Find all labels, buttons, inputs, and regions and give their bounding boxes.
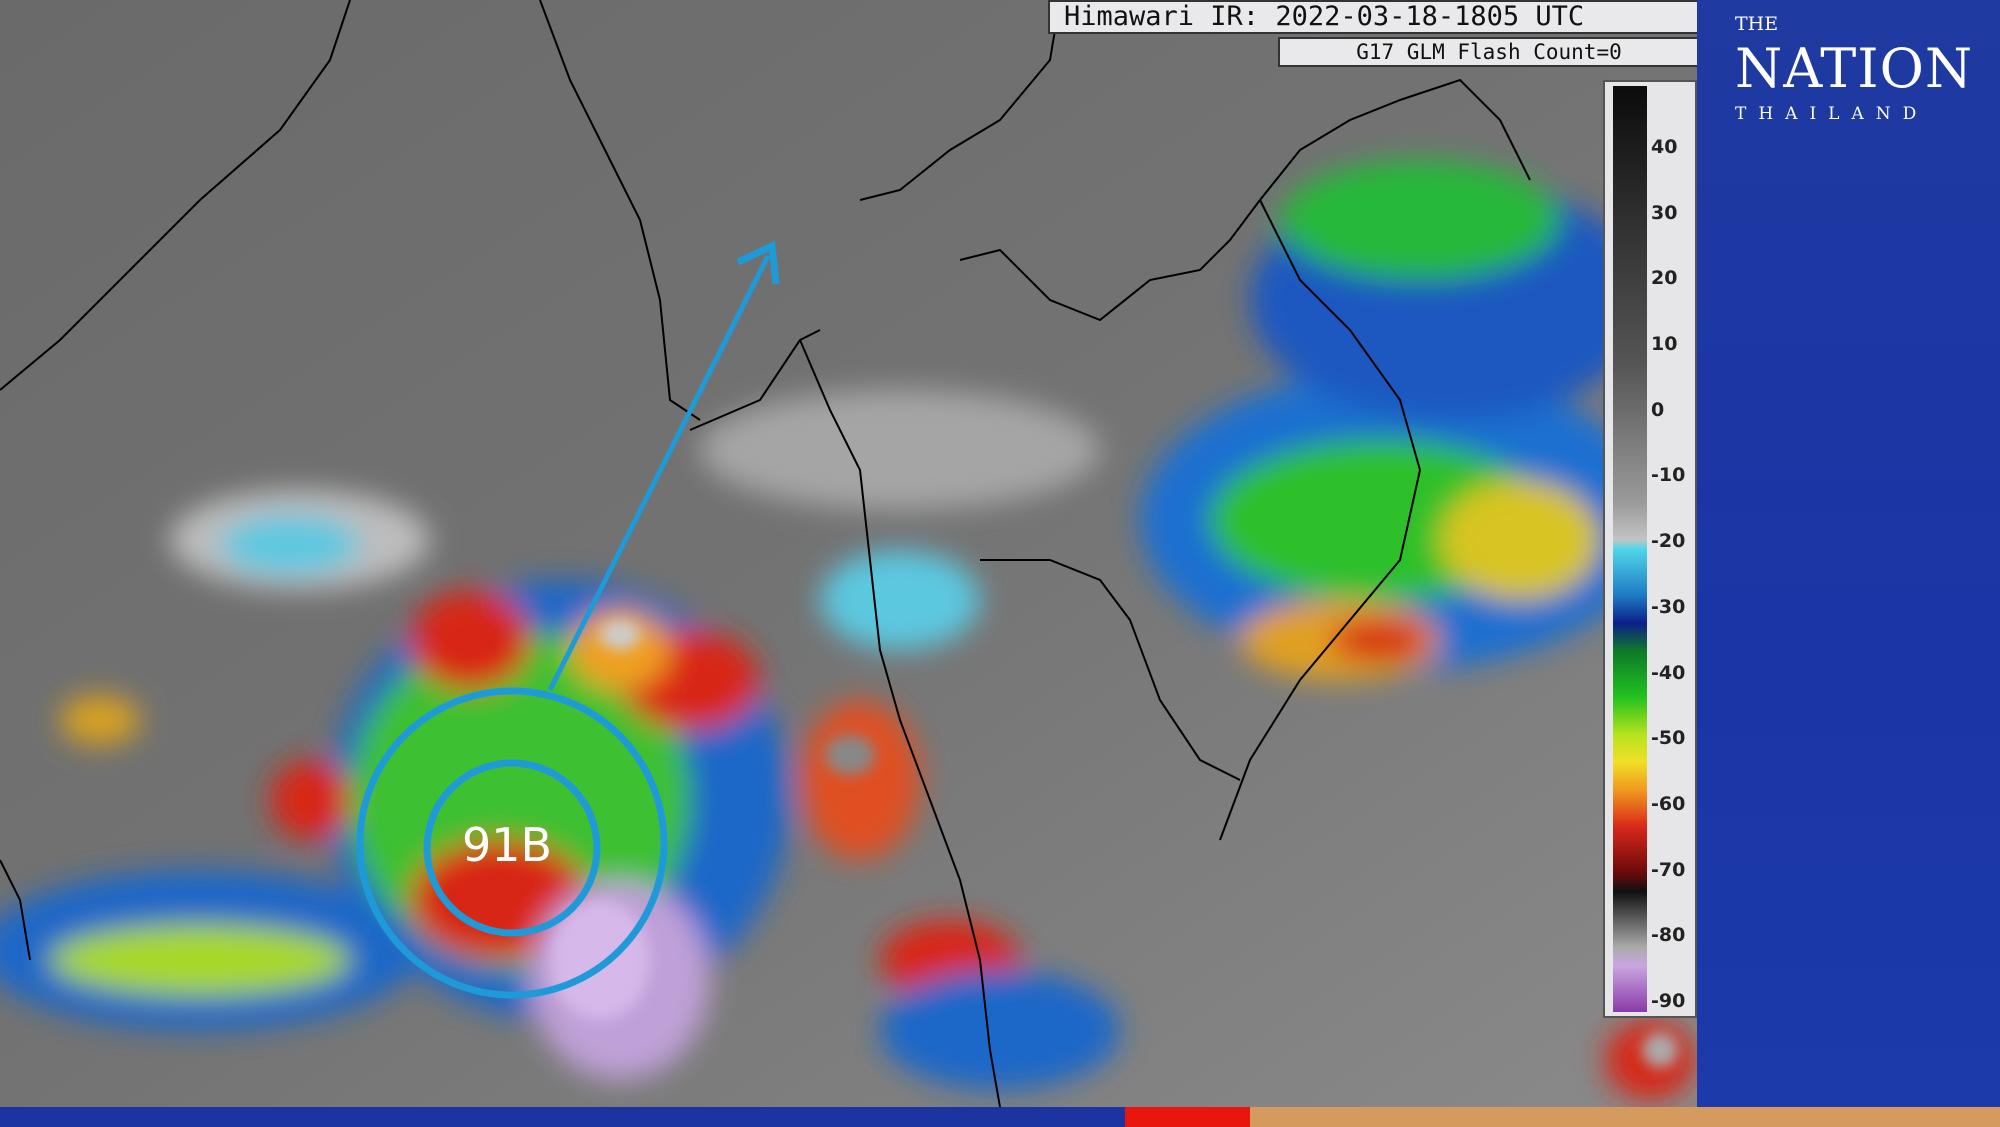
storm-outer-circle: [356, 687, 668, 999]
footer-bar-red: [1125, 1107, 1250, 1127]
storm-inner-circle: [423, 759, 601, 937]
colorbar-tick: -40: [1651, 662, 1686, 684]
colorbar-tick: -90: [1651, 990, 1686, 1012]
colorbar-tick: 30: [1651, 202, 1678, 224]
satellite-ir-map: [0, 0, 1697, 1107]
colorbar-strip: [1613, 86, 1647, 1012]
temperature-colorbar: 40 30 20 10 0 -10 -20 -30 -40 -50 -60 -7…: [1603, 80, 1697, 1018]
image-title: Himawari IR: 2022-03-18-1805 UTC: [1048, 0, 1700, 34]
logo-sub: THAILAND: [1735, 104, 1929, 124]
colorbar-tick: -70: [1651, 859, 1686, 881]
colorbar-tick: -60: [1651, 793, 1686, 815]
colorbar-tick: -20: [1651, 530, 1686, 552]
colorbar-tick: 0: [1651, 399, 1665, 421]
colorbar-tick: -80: [1651, 924, 1686, 946]
colorbar-tick: 40: [1651, 136, 1678, 158]
footer-bar-tan: [1250, 1107, 2000, 1127]
arrow-head-icon: [736, 240, 780, 285]
nation-thailand-logo: THE NATION THAILAND: [1735, 12, 1973, 126]
colorbar-tick: 10: [1651, 333, 1678, 355]
colorbar-tick: -10: [1651, 464, 1686, 486]
storm-annotation: [356, 240, 780, 999]
flash-count-label: G17 GLM Flash Count=0: [1278, 37, 1700, 67]
coastlines: [0, 0, 1531, 1107]
colorbar-tick: -30: [1651, 596, 1686, 618]
storm-label: 91B: [462, 818, 553, 872]
logo-the: THE: [1735, 13, 1779, 35]
cloud-field: [0, 160, 1695, 1100]
logo-name: NATION: [1735, 37, 1974, 100]
brand-panel: [1697, 0, 2000, 1107]
colorbar-tick: -50: [1651, 727, 1686, 749]
footer-bar-blue: [0, 1107, 1125, 1127]
colorbar-tick: 20: [1651, 267, 1678, 289]
storm-track-arrow: [547, 254, 771, 692]
